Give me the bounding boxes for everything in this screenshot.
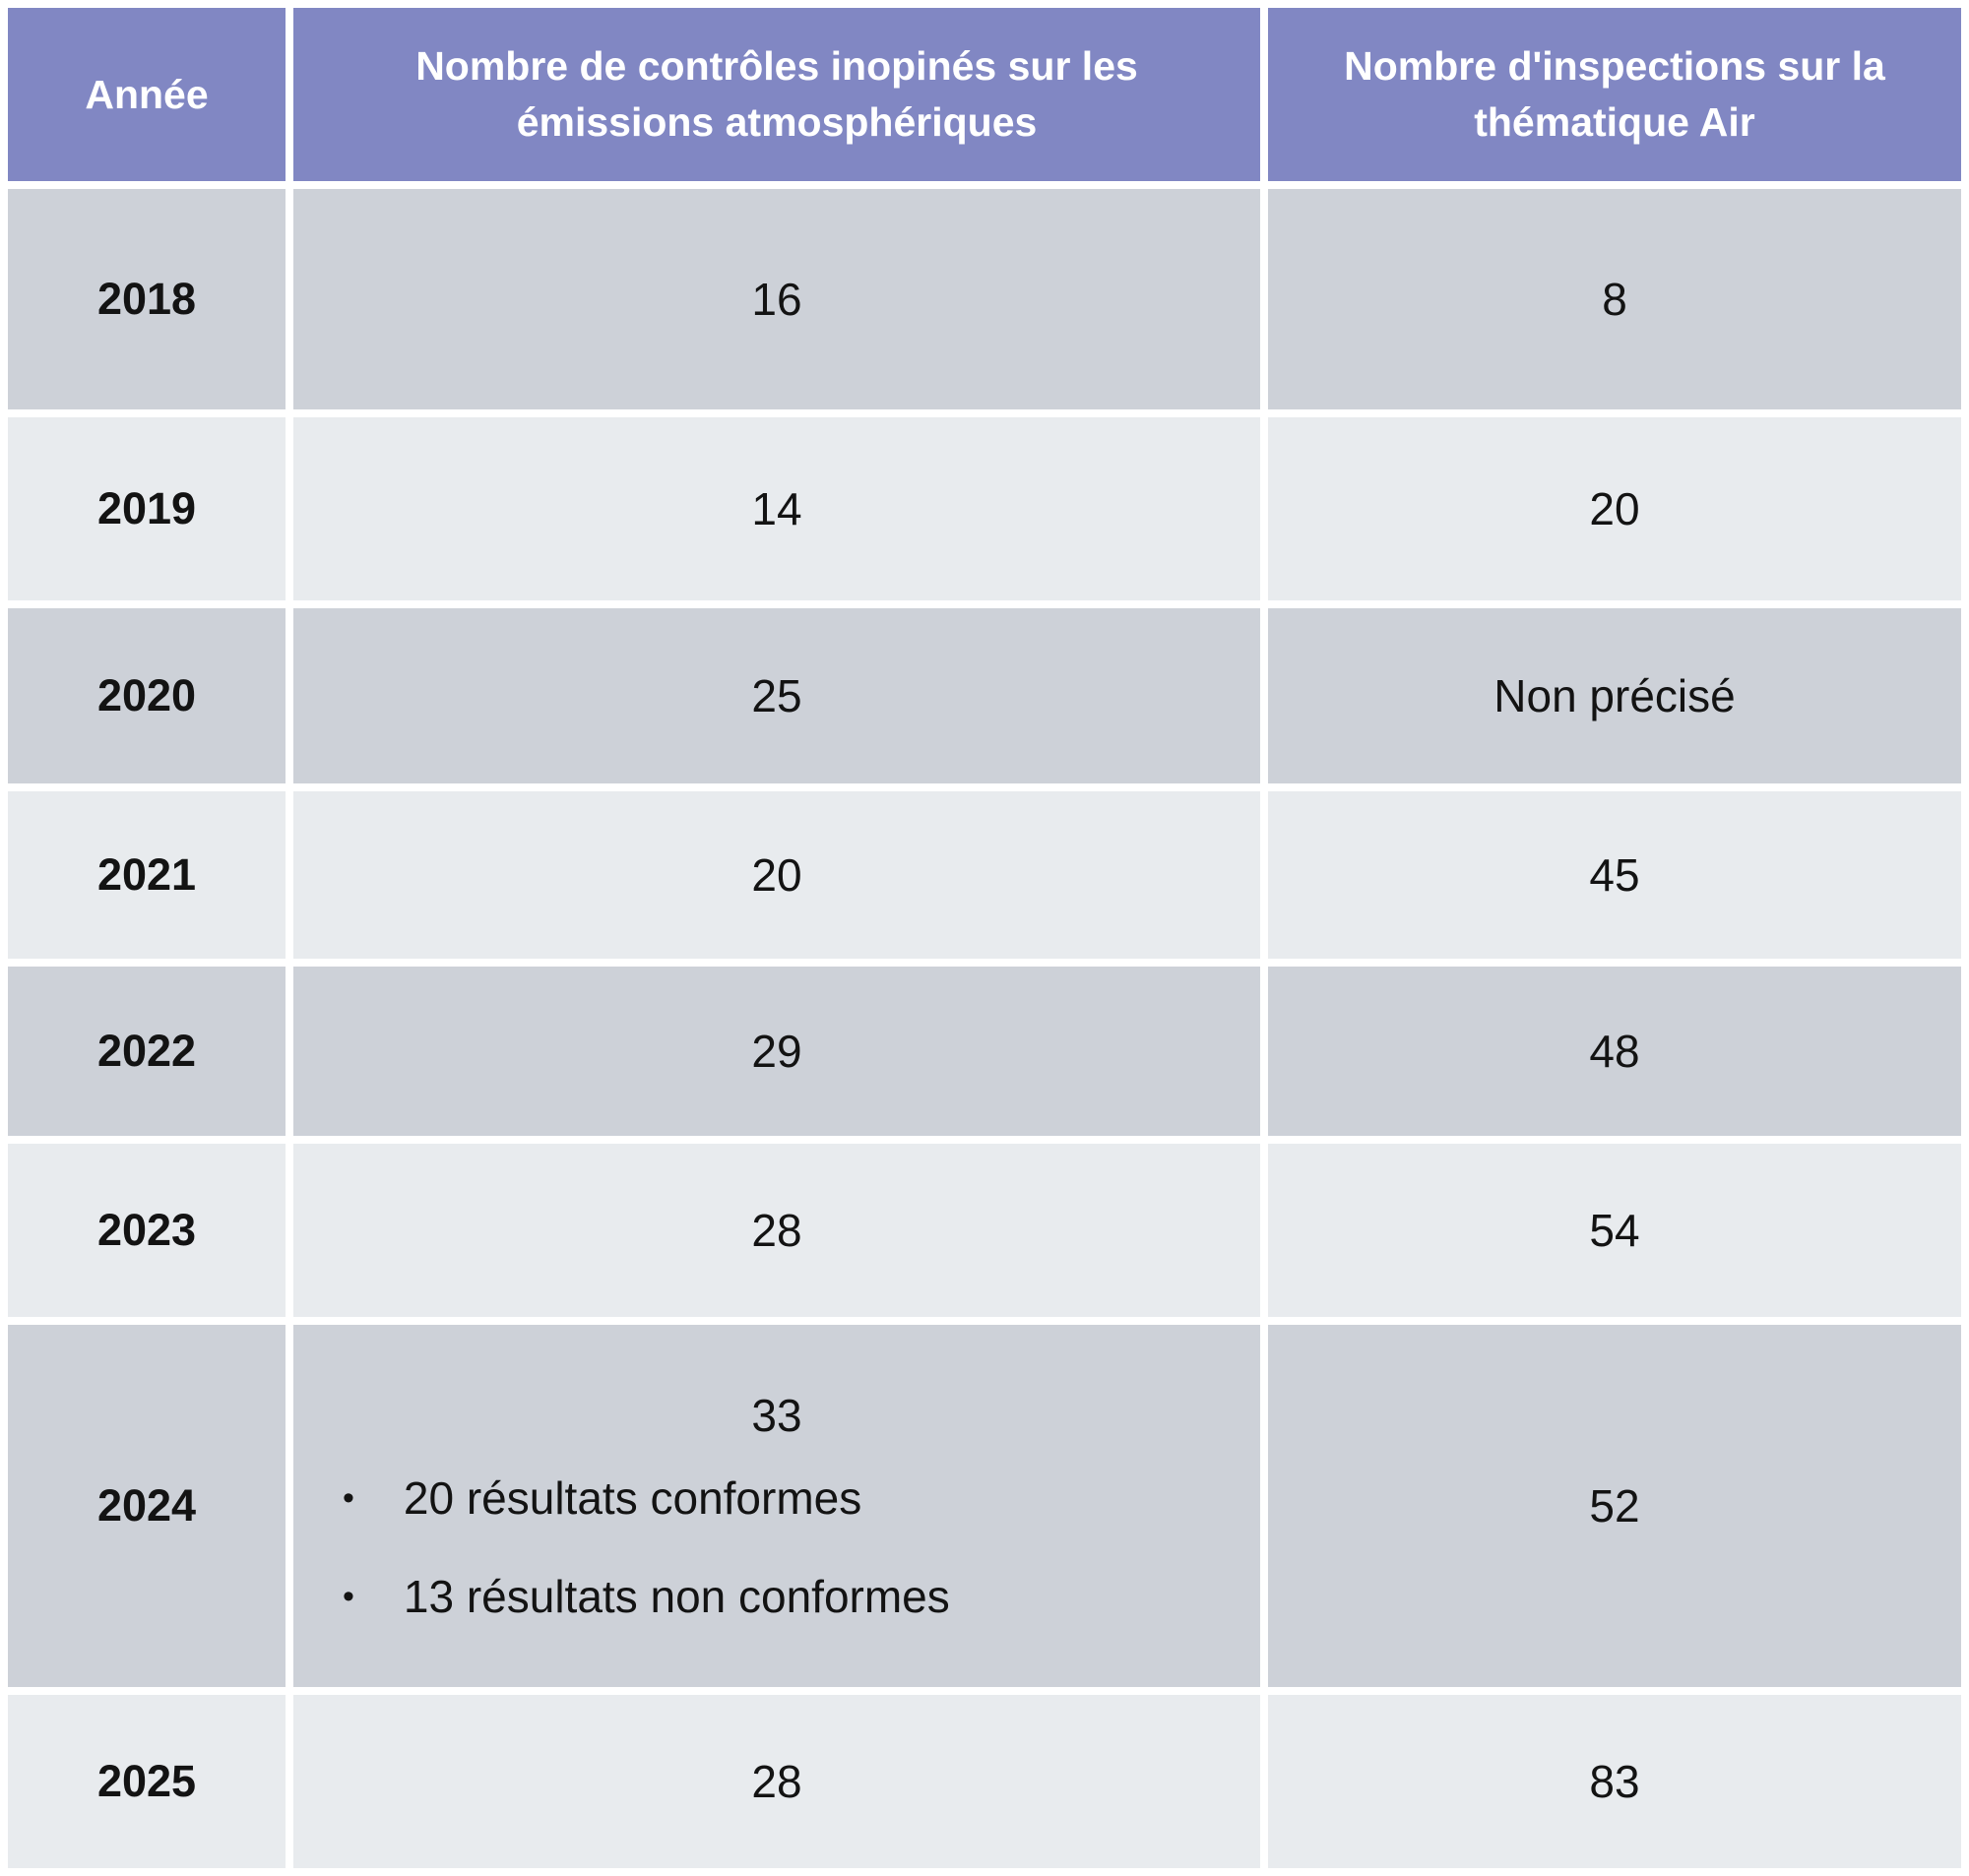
controls-value-2024: 33 [751, 1390, 802, 1441]
inspections-value-2022: 48 [1268, 967, 1961, 1136]
table-row-2020: 2020 25 Non précisé [8, 608, 1961, 783]
header-inspections-air: Nombre d'inspections sur la thématique A… [1268, 8, 1961, 181]
controls-value-2019: 14 [293, 417, 1260, 600]
bullet-icon: • [343, 1578, 354, 1615]
table-header-row: Année Nombre de contrôles inopinés sur l… [8, 8, 1961, 181]
table-row-2018: 2018 16 8 [8, 189, 1961, 409]
controls-value-2021: 20 [293, 791, 1260, 959]
controls-value-2025: 28 [293, 1695, 1260, 1868]
controls-detail-non-conformes: • 13 résultats non conformes [303, 1570, 1250, 1623]
year-cell-2019: 2019 [8, 417, 286, 600]
inspections-value-2023: 54 [1268, 1144, 1961, 1317]
year-cell-2021: 2021 [8, 791, 286, 959]
year-cell-2024: 2024 [8, 1325, 286, 1687]
inspections-value-2020: Non précisé [1268, 608, 1961, 783]
controls-cell-2024: 33 • 20 résultats conformes • 13 résulta… [293, 1325, 1260, 1687]
header-controles-inopines: Nombre de contrôles inopinés sur les émi… [293, 8, 1260, 181]
table-row-2019: 2019 14 20 [8, 417, 1961, 600]
inspections-value-2024: 52 [1268, 1325, 1961, 1687]
table-row-2022: 2022 29 48 [8, 967, 1961, 1136]
controls-detail-conformes: • 20 résultats conformes [303, 1471, 1250, 1525]
table-row-2024: 2024 33 • 20 résultats conformes • 13 ré… [8, 1325, 1961, 1687]
controls-value-2020: 25 [293, 608, 1260, 783]
controls-value-2023: 28 [293, 1144, 1260, 1317]
header-controles-label: Nombre de contrôles inopinés sur les émi… [415, 43, 1138, 145]
bullet-icon: • [343, 1479, 354, 1517]
controls-value-2022: 29 [293, 967, 1260, 1136]
header-annee-label: Année [85, 71, 209, 117]
inspections-value-2025: 83 [1268, 1695, 1961, 1868]
year-cell-2023: 2023 [8, 1144, 286, 1317]
header-annee: Année [8, 8, 286, 181]
table-row-2021: 2021 20 45 [8, 791, 1961, 959]
controls-detail-non-conformes-text: 13 résultats non conformes [403, 1571, 950, 1622]
table-row-2023: 2023 28 54 [8, 1144, 1961, 1317]
inspections-value-2019: 20 [1268, 417, 1961, 600]
year-cell-2022: 2022 [8, 967, 286, 1136]
year-cell-2018: 2018 [8, 189, 286, 409]
controls-detail-conformes-text: 20 résultats conformes [403, 1472, 862, 1524]
controls-details-list-2024: • 20 résultats conformes • 13 résultats … [303, 1471, 1250, 1623]
header-inspections-label: Nombre d'inspections sur la thématique A… [1344, 43, 1885, 145]
inspections-value-2018: 8 [1268, 189, 1961, 409]
year-cell-2025: 2025 [8, 1695, 286, 1868]
inspections-value-2021: 45 [1268, 791, 1961, 959]
table-row-2025: 2025 28 83 [8, 1695, 1961, 1868]
controls-value-2018: 16 [293, 189, 1260, 409]
year-cell-2020: 2020 [8, 608, 286, 783]
